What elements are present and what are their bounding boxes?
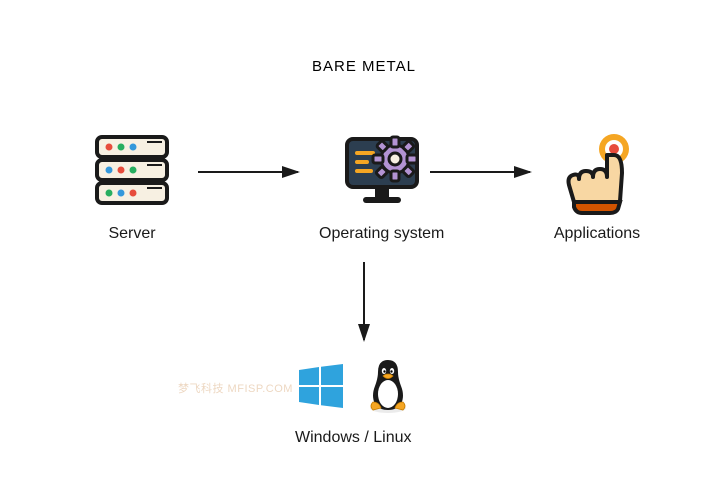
node-os: Operating system: [319, 125, 444, 243]
node-applications: Applications: [552, 125, 642, 243]
node-os-choice: Windows / Linux: [295, 358, 412, 447]
node-server: Server: [87, 125, 177, 243]
os-choice-label: Windows / Linux: [295, 429, 412, 447]
server-icon: [87, 125, 177, 215]
diagram-title: BARE METAL: [312, 58, 416, 75]
hand-tap-icon: [552, 125, 642, 215]
os-label: Operating system: [319, 225, 444, 243]
monitor-gear-icon: [337, 125, 427, 215]
windows-icon: [295, 360, 347, 417]
linux-tux-icon: [365, 358, 411, 419]
watermark-text: 梦飞科技 MFISP.COM: [178, 380, 293, 396]
server-label: Server: [108, 225, 155, 243]
applications-label: Applications: [554, 225, 640, 243]
